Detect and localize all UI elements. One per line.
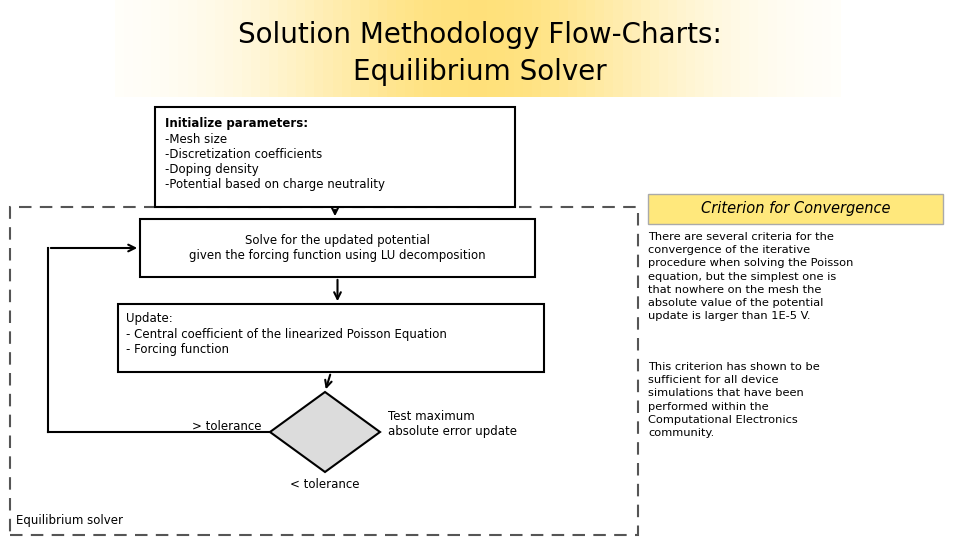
Text: There are several criteria for the
convergence of the iterative
procedure when s: There are several criteria for the conve… xyxy=(648,232,853,321)
FancyBboxPatch shape xyxy=(632,0,641,97)
FancyBboxPatch shape xyxy=(559,0,568,97)
FancyBboxPatch shape xyxy=(813,0,823,97)
FancyBboxPatch shape xyxy=(577,0,587,97)
FancyBboxPatch shape xyxy=(197,0,206,97)
FancyBboxPatch shape xyxy=(432,0,442,97)
Text: - Central coefficient of the linearized Poisson Equation
- Forcing function: - Central coefficient of the linearized … xyxy=(126,328,446,356)
FancyBboxPatch shape xyxy=(442,0,451,97)
FancyBboxPatch shape xyxy=(350,0,360,97)
FancyBboxPatch shape xyxy=(477,0,487,97)
FancyBboxPatch shape xyxy=(613,0,623,97)
Text: > tolerance: > tolerance xyxy=(193,421,262,434)
FancyBboxPatch shape xyxy=(523,0,533,97)
FancyBboxPatch shape xyxy=(152,0,161,97)
FancyBboxPatch shape xyxy=(831,0,841,97)
FancyBboxPatch shape xyxy=(722,0,732,97)
FancyBboxPatch shape xyxy=(297,0,306,97)
FancyBboxPatch shape xyxy=(648,194,943,224)
FancyBboxPatch shape xyxy=(387,0,396,97)
FancyBboxPatch shape xyxy=(650,0,660,97)
FancyBboxPatch shape xyxy=(750,0,759,97)
FancyBboxPatch shape xyxy=(532,0,541,97)
FancyBboxPatch shape xyxy=(713,0,723,97)
Text: Solve for the updated potential
given the forcing function using LU decompositio: Solve for the updated potential given th… xyxy=(189,234,486,262)
FancyBboxPatch shape xyxy=(777,0,786,97)
FancyBboxPatch shape xyxy=(495,0,505,97)
FancyBboxPatch shape xyxy=(550,0,560,97)
FancyBboxPatch shape xyxy=(686,0,695,97)
FancyBboxPatch shape xyxy=(732,0,741,97)
FancyBboxPatch shape xyxy=(160,0,170,97)
FancyBboxPatch shape xyxy=(640,0,650,97)
FancyBboxPatch shape xyxy=(142,0,152,97)
FancyBboxPatch shape xyxy=(487,0,496,97)
FancyBboxPatch shape xyxy=(396,0,405,97)
FancyBboxPatch shape xyxy=(450,0,460,97)
FancyBboxPatch shape xyxy=(423,0,433,97)
FancyBboxPatch shape xyxy=(568,0,578,97)
FancyBboxPatch shape xyxy=(804,0,813,97)
FancyBboxPatch shape xyxy=(595,0,605,97)
FancyBboxPatch shape xyxy=(514,0,523,97)
FancyBboxPatch shape xyxy=(795,0,804,97)
FancyBboxPatch shape xyxy=(205,0,215,97)
FancyBboxPatch shape xyxy=(187,0,197,97)
FancyBboxPatch shape xyxy=(785,0,795,97)
FancyBboxPatch shape xyxy=(342,0,351,97)
FancyBboxPatch shape xyxy=(505,0,515,97)
FancyBboxPatch shape xyxy=(260,0,270,97)
FancyBboxPatch shape xyxy=(124,0,133,97)
FancyBboxPatch shape xyxy=(758,0,768,97)
Text: Update:: Update: xyxy=(126,312,173,325)
FancyBboxPatch shape xyxy=(224,0,233,97)
FancyBboxPatch shape xyxy=(704,0,713,97)
FancyBboxPatch shape xyxy=(215,0,225,97)
FancyBboxPatch shape xyxy=(414,0,423,97)
FancyBboxPatch shape xyxy=(659,0,668,97)
Text: This criterion has shown to be
sufficient for all device
simulations that have b: This criterion has shown to be sufficien… xyxy=(648,362,820,438)
FancyBboxPatch shape xyxy=(179,0,188,97)
FancyBboxPatch shape xyxy=(468,0,478,97)
Text: Equilibrium Solver: Equilibrium Solver xyxy=(353,58,607,86)
FancyBboxPatch shape xyxy=(278,0,288,97)
FancyBboxPatch shape xyxy=(233,0,242,97)
FancyBboxPatch shape xyxy=(242,0,252,97)
FancyBboxPatch shape xyxy=(677,0,686,97)
FancyBboxPatch shape xyxy=(740,0,750,97)
FancyBboxPatch shape xyxy=(314,0,324,97)
FancyBboxPatch shape xyxy=(369,0,378,97)
Text: Criterion for Convergence: Criterion for Convergence xyxy=(701,201,890,217)
FancyBboxPatch shape xyxy=(360,0,370,97)
FancyBboxPatch shape xyxy=(587,0,596,97)
FancyBboxPatch shape xyxy=(118,304,544,372)
FancyBboxPatch shape xyxy=(405,0,415,97)
FancyBboxPatch shape xyxy=(460,0,468,97)
FancyBboxPatch shape xyxy=(133,0,143,97)
FancyBboxPatch shape xyxy=(622,0,632,97)
FancyBboxPatch shape xyxy=(305,0,315,97)
Polygon shape xyxy=(270,392,380,472)
FancyBboxPatch shape xyxy=(140,219,535,277)
FancyBboxPatch shape xyxy=(695,0,705,97)
FancyBboxPatch shape xyxy=(287,0,297,97)
Text: < tolerance: < tolerance xyxy=(290,478,360,491)
FancyBboxPatch shape xyxy=(822,0,831,97)
FancyBboxPatch shape xyxy=(324,0,333,97)
FancyBboxPatch shape xyxy=(378,0,388,97)
Text: Initialize parameters:: Initialize parameters: xyxy=(165,117,308,130)
Text: Test maximum
absolute error update: Test maximum absolute error update xyxy=(388,410,517,438)
Text: Solution Methodology Flow-Charts:: Solution Methodology Flow-Charts: xyxy=(238,21,722,49)
FancyBboxPatch shape xyxy=(269,0,278,97)
FancyBboxPatch shape xyxy=(169,0,179,97)
FancyBboxPatch shape xyxy=(155,107,515,207)
FancyBboxPatch shape xyxy=(767,0,777,97)
FancyBboxPatch shape xyxy=(251,0,260,97)
Text: -Mesh size
-Discretization coefficients
-Doping density
-Potential based on char: -Mesh size -Discretization coefficients … xyxy=(165,133,385,191)
Text: Equilibrium solver: Equilibrium solver xyxy=(16,514,123,527)
FancyBboxPatch shape xyxy=(668,0,678,97)
FancyBboxPatch shape xyxy=(332,0,342,97)
FancyBboxPatch shape xyxy=(540,0,550,97)
FancyBboxPatch shape xyxy=(605,0,614,97)
FancyBboxPatch shape xyxy=(115,0,125,97)
